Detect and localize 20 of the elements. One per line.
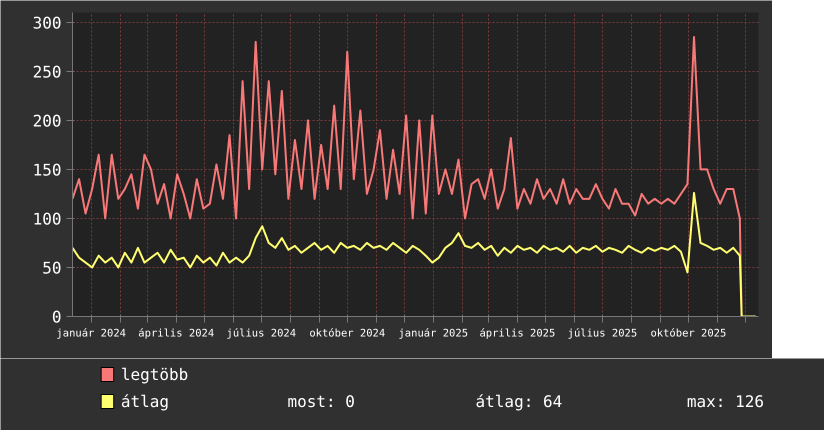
text: átlag: 64 xyxy=(476,392,562,411)
x-tick-label: július 2024 xyxy=(226,328,296,340)
x-tick-label: január 2024 xyxy=(56,328,126,340)
x-tick-label: április 2024 xyxy=(138,328,214,340)
x-tick-label: október 2025 xyxy=(650,328,726,340)
y-tick-label: 100 xyxy=(32,209,62,228)
y-tick-label: 150 xyxy=(32,160,62,180)
y-tick-label: 300 xyxy=(32,13,62,32)
y-tick-label: 0 xyxy=(52,308,62,326)
text: max: 126 xyxy=(686,392,764,411)
legend-label: átlag xyxy=(120,392,170,411)
y-tick-label: 50 xyxy=(42,258,62,278)
x-tick-label: október 2024 xyxy=(309,328,386,340)
text: most: 0 xyxy=(287,392,355,411)
x-tick-label: január 2025 xyxy=(398,328,468,340)
y-tick-label: 200 xyxy=(32,111,62,130)
legend-label: legtöbb xyxy=(120,365,188,384)
x-tick-label: április 2025 xyxy=(479,328,556,340)
x-tick-label: július 2025 xyxy=(568,328,638,340)
y-tick-label: 250 xyxy=(32,62,62,82)
